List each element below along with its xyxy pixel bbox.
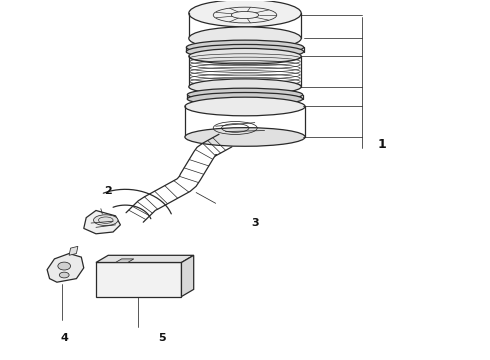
Ellipse shape	[189, 79, 301, 95]
Ellipse shape	[189, 0, 301, 27]
Text: 5: 5	[158, 333, 166, 343]
Polygon shape	[47, 253, 84, 282]
Ellipse shape	[185, 97, 305, 116]
Ellipse shape	[187, 93, 303, 105]
Ellipse shape	[187, 88, 303, 101]
Text: 4: 4	[60, 333, 68, 343]
Ellipse shape	[186, 40, 304, 54]
Ellipse shape	[185, 128, 305, 146]
Text: 2: 2	[104, 186, 112, 196]
Ellipse shape	[59, 272, 69, 278]
Polygon shape	[181, 255, 194, 297]
Ellipse shape	[186, 44, 304, 59]
Polygon shape	[96, 262, 181, 297]
Ellipse shape	[189, 27, 301, 50]
Ellipse shape	[94, 215, 118, 226]
Text: 3: 3	[251, 218, 259, 228]
Polygon shape	[84, 211, 121, 234]
Polygon shape	[116, 259, 134, 262]
Polygon shape	[69, 246, 78, 255]
Ellipse shape	[58, 262, 71, 270]
Text: 1: 1	[377, 138, 386, 150]
Polygon shape	[96, 255, 194, 262]
Ellipse shape	[189, 48, 301, 64]
